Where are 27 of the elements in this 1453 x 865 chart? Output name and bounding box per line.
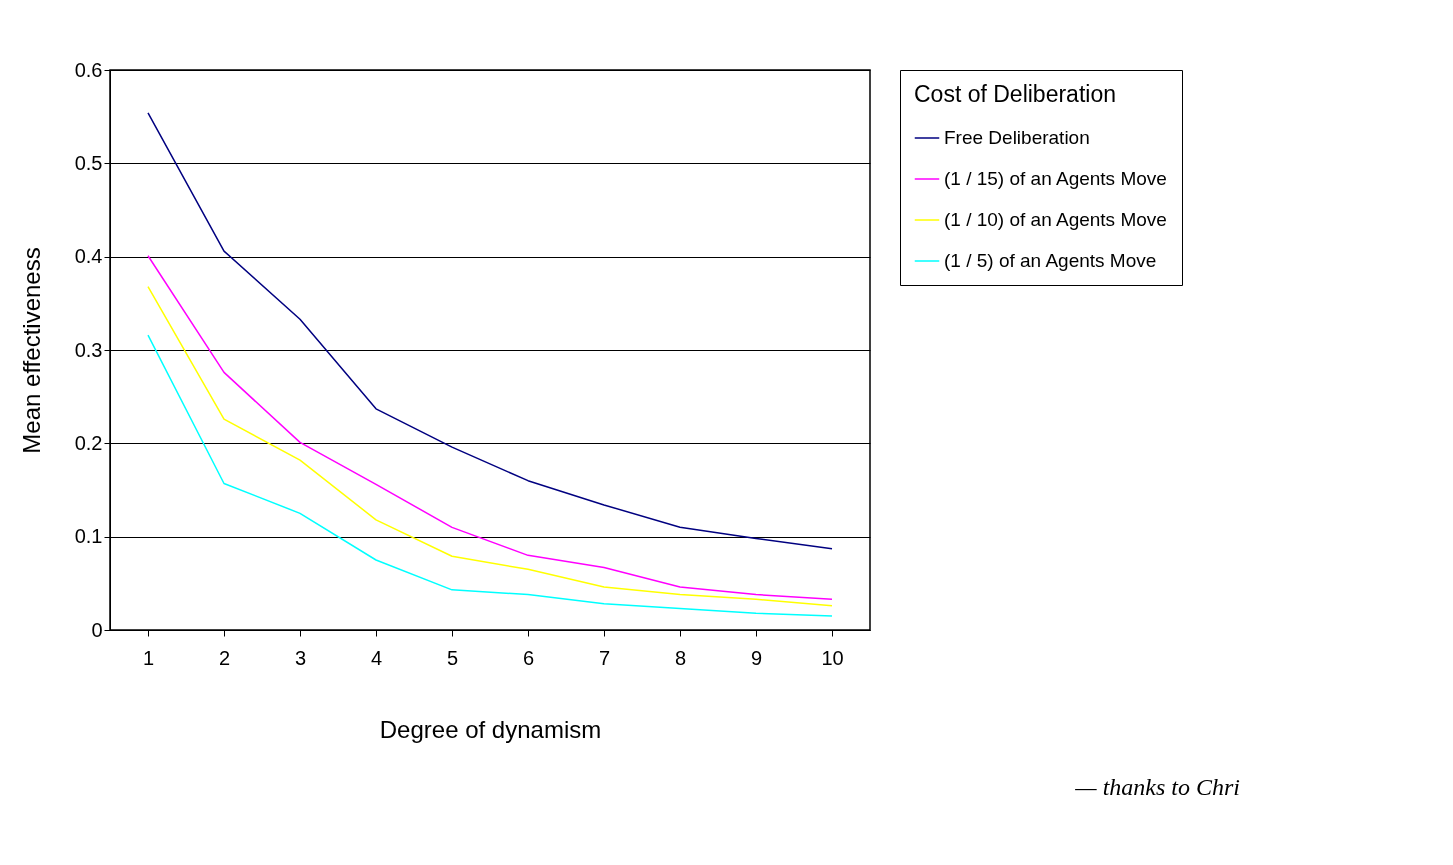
y-tick-label: 0.3	[74, 338, 103, 361]
x-tick-label: 2	[218, 646, 231, 669]
text: — thanks to Chri	[1074, 774, 1240, 800]
legend-title: Cost of Deliberation	[914, 81, 1116, 107]
x-tick-label: 6	[522, 646, 535, 669]
x-tick-label: 1	[142, 646, 155, 669]
x-tick-label: 4	[370, 646, 383, 669]
y-tick-label: 0.4	[74, 245, 103, 268]
legend-label: (1 / 15) of an Agents Move	[944, 168, 1167, 189]
x-tick-label: 9	[750, 646, 763, 669]
x-tick-label: 8	[674, 646, 687, 669]
y-axis-title: Mean effectiveness	[17, 247, 45, 454]
x-axis-title: Degree of dynamism	[379, 715, 602, 743]
line-series	[147, 334, 833, 617]
y-tick-label: 0.1	[74, 525, 103, 548]
x-tick-label: 7	[598, 646, 611, 669]
legend-label: (1 / 10) of an Agents Move	[944, 209, 1167, 230]
y-tick-label: 0.5	[74, 151, 103, 174]
x-tick-label: 5	[446, 646, 459, 669]
x-tick-label: 10	[821, 646, 844, 669]
x-tick-label: 3	[294, 646, 307, 669]
legend-label: Free Deliberation	[944, 127, 1090, 148]
y-tick-label: 0.6	[74, 58, 103, 81]
line-series	[147, 112, 833, 550]
y-tick-label: 0	[91, 618, 103, 641]
y-tick-label: 0.2	[74, 431, 103, 454]
legend-label: (1 / 5) of an Agents Move	[944, 250, 1157, 271]
